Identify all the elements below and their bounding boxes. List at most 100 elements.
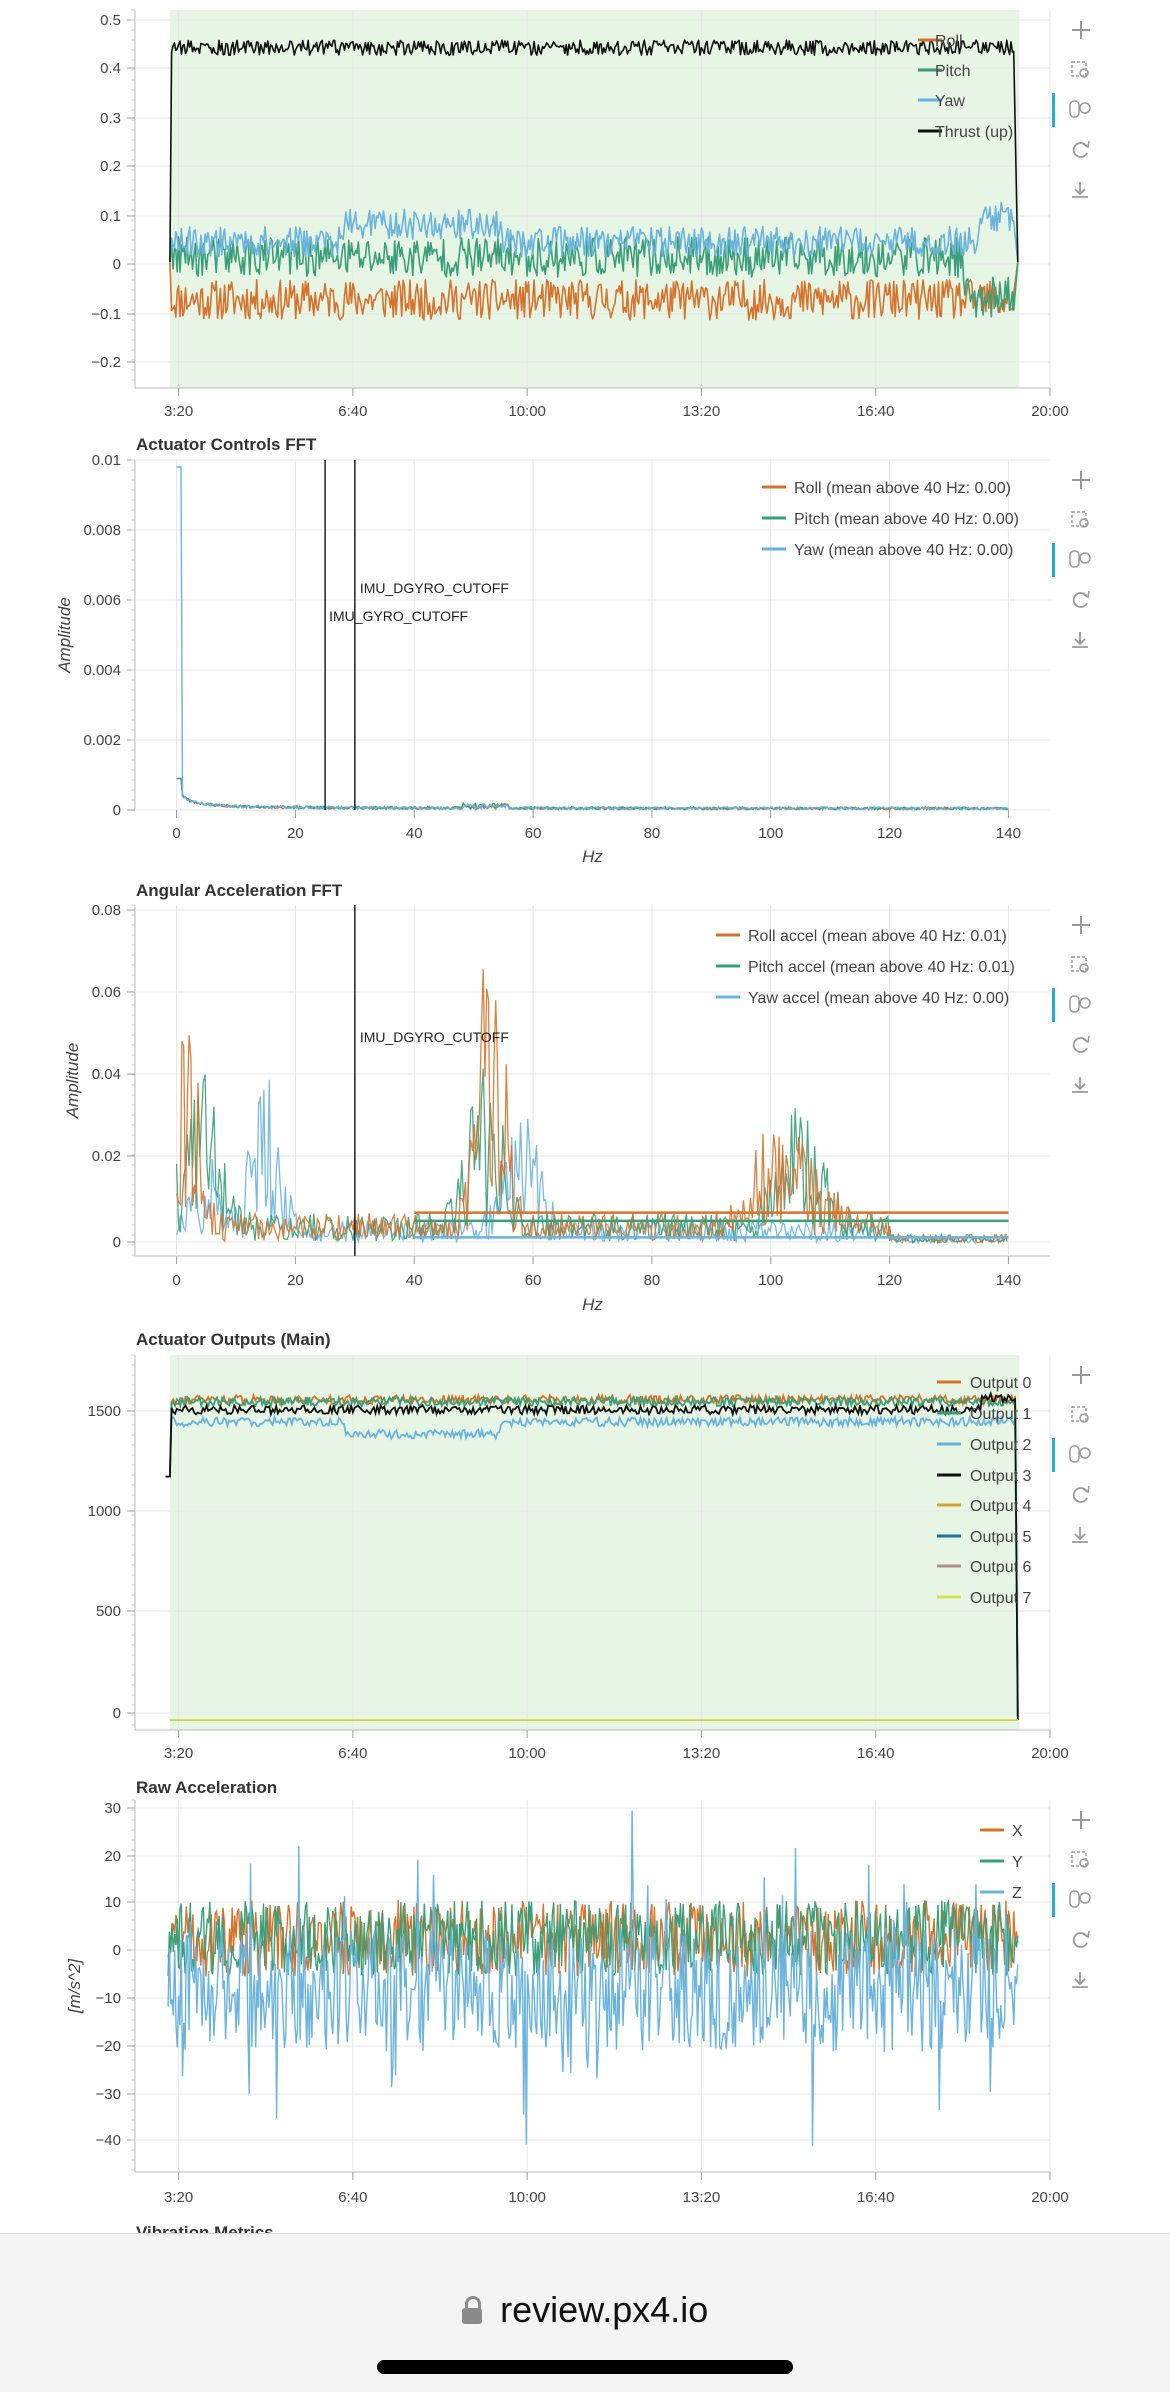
- active-tool-indicator: [1052, 988, 1055, 1022]
- legend-item: Yaw: [935, 93, 965, 110]
- x-tick-label: 10:00: [508, 2189, 546, 2206]
- wheel-zoom-icon[interactable]: [1052, 543, 1091, 577]
- y-tick-label: 0: [113, 1942, 121, 1959]
- y-axis-label: Amplitude: [55, 597, 74, 674]
- wheel-zoom-icon[interactable]: [1052, 93, 1091, 127]
- reset-icon[interactable]: [1072, 1930, 1090, 1948]
- box-zoom-lens: [1079, 1413, 1089, 1423]
- pan-icon[interactable]: [1072, 21, 1090, 39]
- y-tick-label: 30: [104, 1800, 121, 1817]
- active-tool-indicator: [1052, 93, 1055, 127]
- legend-item: Thrust (up): [935, 124, 1013, 141]
- x-tick-label: 140: [996, 1272, 1021, 1289]
- legend-item: Pitch: [935, 63, 971, 80]
- x-tick-label: 80: [644, 825, 661, 842]
- chart-title: Actuator Outputs (Main): [136, 1330, 331, 1349]
- wheel-glyph: [1069, 995, 1080, 1013]
- reset-icon[interactable]: [1072, 590, 1090, 608]
- y-tick-label: 500: [96, 1603, 121, 1620]
- y-tick-label: 0: [113, 1234, 121, 1251]
- wheel-zoom-icon[interactable]: [1052, 1883, 1091, 1917]
- save-glyph: [1072, 1972, 1088, 1988]
- angular-acceleration-fft-chart: 0.08 0.06 0.04 0.02 0 0 20 40 60 80 100 120 140 Angul…: [63, 881, 1091, 1314]
- x-tick-label: 10:00: [508, 403, 546, 420]
- series-line: [175, 969, 1008, 1245]
- x-tick-label: 3:20: [164, 2189, 193, 2206]
- box-zoom-icon[interactable]: [1071, 61, 1089, 78]
- y-tick-label: 10: [104, 1894, 121, 1911]
- wheel-lens: [1079, 1447, 1091, 1459]
- pan-icon[interactable]: [1072, 916, 1090, 934]
- home-indicator[interactable]: [377, 2360, 793, 2374]
- box-zoom-icon[interactable]: [1071, 1406, 1089, 1423]
- save-icon[interactable]: [1072, 1077, 1088, 1093]
- legend[interactable]: XYZ: [980, 1823, 1023, 1902]
- x-tick-label: 10:00: [508, 1745, 546, 1762]
- legend-item: Output 4: [970, 1498, 1031, 1515]
- x-tick-label: 100: [758, 825, 783, 842]
- save-icon[interactable]: [1072, 632, 1088, 648]
- y-tick-label: −10: [96, 1990, 121, 2007]
- y-tick-label: 0.004: [83, 662, 121, 679]
- pan-icon-glyph: [1072, 471, 1090, 489]
- x-tick-label: 13:20: [683, 1745, 721, 1762]
- save-icon[interactable]: [1072, 1972, 1088, 1988]
- url-text[interactable]: review.px4.io: [500, 2289, 709, 2330]
- save-glyph: [1072, 182, 1088, 198]
- pan-icon[interactable]: [1072, 1366, 1090, 1384]
- series-line-z: [167, 1810, 1019, 2147]
- chart-title: Actuator Controls: [136, 0, 281, 2]
- legend[interactable]: Roll (mean above 40 Hz: 0.00) Pitch (mean…: [762, 480, 1019, 559]
- flight-mode-region: [169, 10, 1020, 388]
- y-axis-label: [m/s^2]: [65, 1958, 84, 2015]
- y-tick-label: 0.5: [100, 12, 121, 29]
- x-tick-label: 120: [877, 1272, 902, 1289]
- legend[interactable]: Output 0 Output 1 Output 2 Output 3 Output 4…: [937, 1375, 1031, 1607]
- legend-item: Output 2: [970, 1437, 1031, 1454]
- reset-icon[interactable]: [1072, 1485, 1090, 1503]
- box-zoom-icon[interactable]: [1071, 511, 1089, 528]
- wheel-zoom-icon[interactable]: [1052, 1438, 1091, 1472]
- save-icon[interactable]: [1072, 1527, 1088, 1543]
- box-zoom-icon[interactable]: [1071, 1851, 1089, 1868]
- y-tick-label: 0.3: [100, 110, 121, 127]
- x-tick-label: 40: [406, 825, 423, 842]
- reset-icon[interactable]: [1072, 1035, 1090, 1053]
- save-glyph: [1072, 632, 1088, 648]
- box-zoom-lens: [1079, 963, 1089, 973]
- pan-icon-glyph: [1072, 21, 1090, 39]
- wheel-glyph: [1069, 100, 1080, 118]
- x-tick-label: 20:00: [1031, 1745, 1069, 1762]
- x-tick-label: 0: [172, 1272, 180, 1289]
- y-tick-label: 0.08: [92, 902, 121, 919]
- pan-icon[interactable]: [1072, 1811, 1090, 1829]
- y-tick-label: −0.2: [91, 354, 121, 371]
- y-tick-label: 0.02: [92, 1148, 121, 1165]
- y-tick-label: 0: [113, 256, 121, 273]
- legend[interactable]: Roll Pitch Yaw Thrust (up): [918, 33, 1013, 141]
- reset-icon[interactable]: [1072, 140, 1090, 158]
- box-zoom-icon[interactable]: [1071, 956, 1089, 973]
- x-tick-label: 13:20: [683, 2189, 721, 2206]
- cutoff-annotation: IMU_GYRO_CUTOFF: [329, 608, 468, 624]
- legend-item: Yaw (mean above 40 Hz: 0.00): [794, 542, 1013, 559]
- x-tick-label: 16:40: [857, 2189, 895, 2206]
- box-zoom-lens: [1079, 1858, 1089, 1868]
- series-line-y: [167, 1898, 1019, 1977]
- y-tick-label: 0.2: [100, 158, 121, 175]
- x-tick-label: 6:40: [338, 1745, 367, 1762]
- browser-address-bar[interactable]: review.px4.io: [0, 2233, 1170, 2392]
- legend-item: Y: [1012, 1854, 1023, 1871]
- legend[interactable]: Roll accel (mean above 40 Hz: 0.01) Pitch…: [716, 928, 1015, 1007]
- legend-item: Roll: [935, 33, 963, 50]
- wheel-zoom-icon[interactable]: [1052, 988, 1091, 1022]
- save-icon[interactable]: [1072, 182, 1088, 198]
- x-axis-label: Hz: [582, 1295, 603, 1314]
- active-tool-indicator: [1052, 543, 1055, 577]
- x-tick-label: 3:20: [164, 403, 193, 420]
- url-row[interactable]: review.px4.io: [0, 2289, 1170, 2331]
- legend-item: Output 6: [970, 1559, 1031, 1576]
- raw-acceleration-chart: 30 20 10 0 −10 −20 −30 −40 3:20 6:40 10:00 13:20 16:…: [65, 1778, 1091, 2206]
- x-tick-label: 16:40: [857, 403, 895, 420]
- pan-icon[interactable]: [1072, 471, 1090, 489]
